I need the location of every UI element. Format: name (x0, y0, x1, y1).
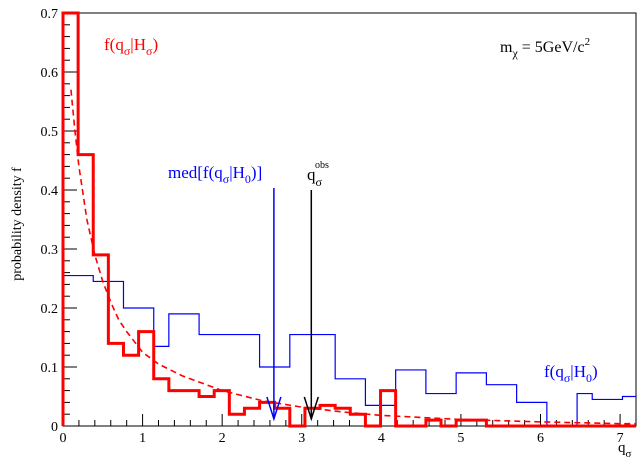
observed-label: qσobs (307, 160, 329, 189)
series-hsigma-histogram (61, 11, 636, 428)
median-label: med[f(qσ|H0)] (168, 163, 262, 186)
series-fit-curve (70, 89, 636, 425)
x-tick-label: 7 (617, 431, 624, 446)
observed-arrow-head (303, 396, 320, 422)
x-tick-label: 2 (219, 431, 226, 446)
x-axis-label: qσ (618, 440, 632, 460)
y-tick-label: 0.4 (41, 184, 59, 199)
y-tick-label: 0.7 (41, 7, 59, 22)
y-tick-label: 0.6 (41, 66, 59, 81)
y-tick-label: 0.3 (41, 243, 59, 258)
y-tick-label: 0.5 (41, 125, 59, 140)
y-tick-label: 0 (51, 420, 58, 435)
red-series-label: f(qσ|Hσ) (104, 35, 158, 58)
x-tick-label: 5 (457, 431, 464, 446)
median-arrow-head (266, 396, 282, 422)
x-tick-label: 0 (60, 431, 67, 446)
blue-series-label: f(qσ|H0) (544, 362, 598, 385)
axis-ticks: 0 1 2 3 4 5 6 7 0 0.1 0.2 0.3 0.4 0.5 0.6 0.7 (41, 7, 637, 446)
mass-label: mχ = 5GeV/c2 (500, 36, 590, 60)
x-tick-label: 1 (139, 431, 146, 446)
x-tick-label: 3 (298, 431, 305, 446)
series-layer (61, 11, 636, 428)
series-h0-histogram (62, 274, 636, 427)
x-tick-label: 6 (537, 431, 544, 446)
x-tick-label: 4 (378, 431, 385, 446)
y-axis-label: probability density f (10, 167, 25, 281)
annotation-arrows (266, 188, 320, 422)
y-tick-label: 0.2 (41, 302, 59, 317)
y-tick-label: 0.1 (41, 361, 59, 376)
